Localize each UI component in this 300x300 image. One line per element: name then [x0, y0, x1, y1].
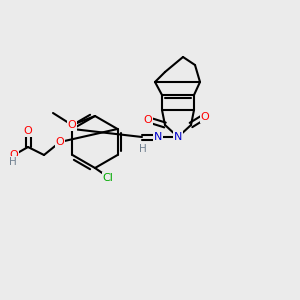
Text: O: O — [68, 120, 76, 130]
Text: Cl: Cl — [103, 173, 113, 183]
Text: O: O — [56, 137, 64, 147]
Text: O: O — [144, 115, 152, 125]
Text: N: N — [154, 132, 162, 142]
Text: O: O — [24, 126, 32, 136]
Text: O: O — [10, 150, 18, 160]
Text: O: O — [201, 112, 209, 122]
Text: H: H — [139, 144, 147, 154]
Text: N: N — [174, 132, 182, 142]
Text: H: H — [9, 157, 17, 167]
